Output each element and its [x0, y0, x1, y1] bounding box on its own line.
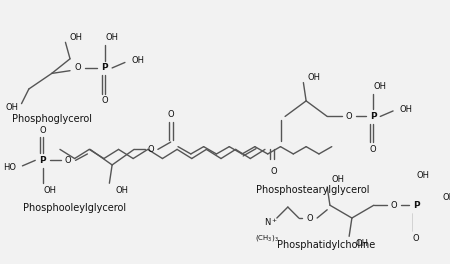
- Text: OH: OH: [70, 33, 83, 42]
- Text: P: P: [413, 201, 419, 210]
- Text: OH: OH: [356, 239, 369, 248]
- Text: HO: HO: [3, 163, 16, 172]
- Text: O: O: [39, 126, 46, 135]
- Text: O: O: [413, 234, 419, 243]
- Text: OH: OH: [131, 56, 144, 65]
- Text: OH: OH: [116, 186, 129, 195]
- Text: O: O: [74, 63, 81, 72]
- Text: OH: OH: [374, 82, 387, 91]
- Text: O: O: [271, 167, 277, 176]
- Text: O: O: [167, 110, 174, 119]
- Text: O: O: [147, 145, 154, 154]
- Text: P: P: [39, 156, 46, 165]
- Text: (CH$_3$)$_3$: (CH$_3$)$_3$: [255, 233, 279, 243]
- Text: OH: OH: [417, 171, 430, 180]
- Text: OH: OH: [308, 73, 321, 82]
- Text: O: O: [306, 214, 313, 223]
- Text: OH: OH: [442, 194, 450, 202]
- Text: Phosphostearylglycerol: Phosphostearylglycerol: [256, 185, 369, 195]
- Text: O: O: [369, 145, 376, 154]
- Text: Phosphooleylglycerol: Phosphooleylglycerol: [23, 203, 126, 213]
- Text: P: P: [369, 112, 376, 121]
- Text: OH: OH: [400, 105, 412, 114]
- Text: O: O: [65, 156, 72, 165]
- Text: OH: OH: [106, 33, 119, 42]
- Text: O: O: [391, 201, 397, 210]
- Text: Phosphatidylcholine: Phosphatidylcholine: [277, 239, 375, 249]
- Text: Phosphoglycerol: Phosphoglycerol: [12, 114, 92, 124]
- Text: OH: OH: [6, 103, 19, 112]
- Text: O: O: [102, 96, 108, 105]
- Text: P: P: [102, 63, 108, 72]
- Text: N$^+$: N$^+$: [265, 216, 278, 228]
- Text: O: O: [346, 112, 352, 121]
- Text: OH: OH: [43, 186, 56, 195]
- Text: OH: OH: [332, 175, 345, 184]
